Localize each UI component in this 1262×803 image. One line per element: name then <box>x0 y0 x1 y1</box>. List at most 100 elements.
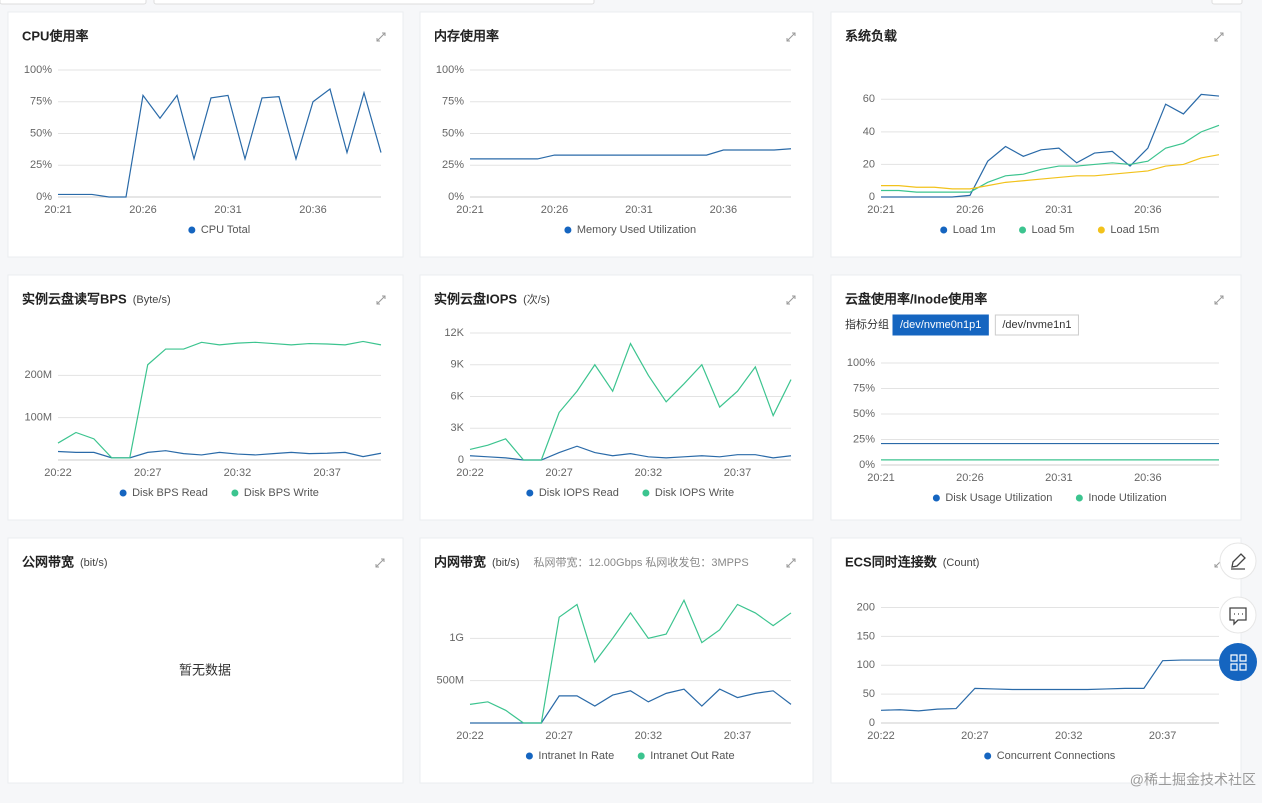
legend-label: Disk IOPS Read <box>539 487 619 499</box>
y-tick-label: 100% <box>847 357 875 369</box>
y-tick-label: 75% <box>442 96 464 108</box>
x-tick-label: 20:26 <box>541 204 569 216</box>
expand-icon[interactable] <box>1214 295 1224 305</box>
panel <box>419 274 814 521</box>
x-tick-label: 20:36 <box>1134 472 1162 484</box>
panel-note: 私网带宽：12.00Gbps 私网收发包：3MPPS <box>534 555 749 569</box>
panel <box>419 537 814 784</box>
legend-label: Disk BPS Write <box>244 487 319 499</box>
legend-dot <box>637 752 645 760</box>
expand-icon[interactable] <box>786 32 796 42</box>
expand-icon[interactable] <box>375 558 385 568</box>
y-tick-label: 60 <box>863 93 875 105</box>
watermark: @稀土掘金技术社区 <box>1130 772 1256 788</box>
y-tick-label: 100% <box>436 64 464 76</box>
panel <box>830 11 1242 258</box>
panel-unit: (Byte/s) <box>133 294 171 306</box>
expand-icon[interactable] <box>786 295 796 305</box>
panel-title: 内存使用率 <box>434 28 499 43</box>
series-line <box>469 598 792 724</box>
panel-title: CPU使用率 <box>22 28 88 43</box>
x-tick-label: 20:26 <box>956 204 984 216</box>
y-tick-label: 100 <box>857 659 875 671</box>
series-line <box>880 659 1219 712</box>
top-input[interactable] <box>153 0 595 5</box>
series-line <box>58 88 382 198</box>
panel-unit: (Count) <box>943 557 980 569</box>
x-tick-label: 20:31 <box>1045 204 1073 216</box>
legend-label: Disk Usage Utilization <box>945 492 1052 504</box>
x-tick-label: 20:21 <box>867 472 895 484</box>
apps-button[interactable] <box>1219 643 1257 681</box>
y-tick-label: 25% <box>853 433 875 445</box>
x-tick-label: 20:22 <box>456 467 484 479</box>
y-tick-label: 0 <box>869 191 875 203</box>
legend: Intranet In Rate Intranet Out Rate <box>525 750 735 762</box>
series-line <box>881 93 1220 198</box>
x-tick-label: 20:21 <box>456 204 484 216</box>
legend-dot <box>1019 226 1027 234</box>
chat-button[interactable] <box>1219 596 1257 634</box>
expand-icon[interactable] <box>376 295 386 305</box>
expand-icon[interactable] <box>786 558 796 568</box>
x-tick-label: 20:27 <box>134 467 162 479</box>
legend-label: Intranet Out Rate <box>650 750 734 762</box>
panels: CPU使用率 0% 25% 50% 75% 100% 20:21 20:26 20:31 20:3… <box>7 11 1242 784</box>
y-tick-label: 100% <box>24 64 52 76</box>
x-tick-label: 20:36 <box>710 204 738 216</box>
legend: Memory Used Utilization <box>564 224 696 236</box>
panel-unit: (bit/s) <box>492 557 520 569</box>
series-line <box>881 154 1220 190</box>
x-tick-label: 20:27 <box>545 467 573 479</box>
edit-icon <box>1231 553 1246 570</box>
y-tick-label: 0% <box>859 459 875 471</box>
legend: Concurrent Connections <box>984 750 1116 762</box>
legend-dot <box>526 489 534 497</box>
series-line <box>881 124 1220 193</box>
y-tick-label: 1G <box>449 632 464 644</box>
x-tick-label: 20:21 <box>867 204 895 216</box>
top-input[interactable] <box>0 0 147 5</box>
y-tick-label: 200 <box>857 601 875 613</box>
x-tick-label: 20:21 <box>44 204 72 216</box>
legend-label: Disk BPS Read <box>132 487 208 499</box>
panel-title: ECS同时连接数 <box>845 554 938 569</box>
tab[interactable] <box>994 314 1079 336</box>
y-tick-label: 0 <box>458 454 464 466</box>
x-tick-label: 20:32 <box>224 467 252 479</box>
legend: Load 1m Load 5m Load 15m <box>940 224 1159 236</box>
panel <box>7 11 404 258</box>
x-tick-label: 20:37 <box>313 467 341 479</box>
legend-label: Concurrent Connections <box>997 750 1116 762</box>
y-tick-label: 25% <box>442 159 464 171</box>
expand-icon[interactable] <box>1214 32 1224 42</box>
y-tick-label: 50% <box>442 127 464 139</box>
y-tick-label: 75% <box>853 382 875 394</box>
top-button[interactable] <box>1211 0 1243 5</box>
y-tick-label: 500M <box>436 675 464 687</box>
legend-label: CPU Total <box>201 224 250 236</box>
tab[interactable] <box>892 314 989 336</box>
panel-title: 云盘使用率/Inode使用率 <box>845 291 987 306</box>
y-tick-label: 200M <box>24 369 52 381</box>
expand-icon[interactable] <box>376 32 386 42</box>
y-tick-label: 100M <box>24 412 52 424</box>
x-tick-label: 20:27 <box>961 730 989 742</box>
y-tick-label: 6K <box>451 390 465 402</box>
edit-button[interactable] <box>1219 542 1257 580</box>
panel-title: 系统负载 <box>845 28 897 43</box>
legend-dot <box>119 489 127 497</box>
panel-title: 内网带宽 <box>434 554 486 569</box>
legend-label: Load 5m <box>1032 224 1075 236</box>
y-tick-label: 75% <box>30 96 52 108</box>
panel-title: 实例云盘读写BPS <box>22 291 127 306</box>
panel <box>7 537 404 784</box>
legend: Disk Usage Utilization Inode Utilization <box>932 492 1167 504</box>
x-tick-label: 20:26 <box>956 472 984 484</box>
panel <box>419 11 814 258</box>
legend-dot <box>932 494 940 502</box>
legend-label: Disk IOPS Write <box>655 487 734 499</box>
legend-dot <box>188 226 196 234</box>
series-line <box>469 342 792 461</box>
